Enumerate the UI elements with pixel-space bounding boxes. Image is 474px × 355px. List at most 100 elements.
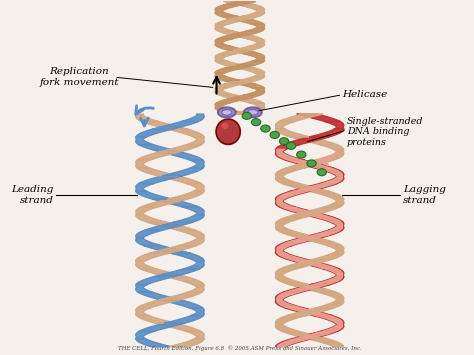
Polygon shape bbox=[235, 20, 264, 24]
Polygon shape bbox=[249, 103, 264, 106]
Polygon shape bbox=[310, 191, 344, 199]
Polygon shape bbox=[189, 308, 204, 316]
Polygon shape bbox=[215, 54, 236, 58]
Circle shape bbox=[317, 169, 327, 176]
Polygon shape bbox=[275, 153, 305, 160]
Polygon shape bbox=[138, 176, 182, 184]
Polygon shape bbox=[237, 84, 264, 88]
Polygon shape bbox=[277, 202, 297, 208]
Polygon shape bbox=[275, 121, 295, 129]
Polygon shape bbox=[215, 58, 228, 61]
Polygon shape bbox=[242, 12, 264, 16]
Polygon shape bbox=[228, 50, 260, 54]
Polygon shape bbox=[321, 323, 344, 331]
Polygon shape bbox=[277, 340, 304, 346]
Ellipse shape bbox=[221, 122, 228, 129]
Polygon shape bbox=[303, 281, 338, 287]
Circle shape bbox=[307, 160, 316, 167]
Polygon shape bbox=[142, 121, 188, 129]
Polygon shape bbox=[222, 65, 255, 69]
Polygon shape bbox=[157, 176, 201, 184]
Polygon shape bbox=[295, 162, 333, 169]
Polygon shape bbox=[144, 246, 191, 253]
Polygon shape bbox=[287, 308, 335, 316]
Polygon shape bbox=[277, 327, 304, 333]
Polygon shape bbox=[252, 88, 264, 92]
Circle shape bbox=[286, 142, 296, 149]
Polygon shape bbox=[244, 54, 264, 58]
Circle shape bbox=[297, 151, 306, 158]
Polygon shape bbox=[216, 84, 242, 88]
Text: Single-stranded
DNA binding
proteins: Single-stranded DNA binding proteins bbox=[347, 117, 423, 147]
Polygon shape bbox=[148, 222, 195, 230]
Polygon shape bbox=[287, 162, 324, 169]
Polygon shape bbox=[215, 76, 240, 80]
Text: Replication
fork movement: Replication fork movement bbox=[39, 67, 119, 87]
Polygon shape bbox=[308, 215, 340, 222]
Polygon shape bbox=[293, 261, 339, 269]
Polygon shape bbox=[327, 294, 342, 300]
Polygon shape bbox=[282, 137, 329, 145]
Polygon shape bbox=[218, 110, 249, 114]
Polygon shape bbox=[299, 238, 342, 246]
Polygon shape bbox=[234, 99, 263, 103]
Polygon shape bbox=[243, 92, 264, 95]
Polygon shape bbox=[152, 121, 199, 129]
Polygon shape bbox=[136, 114, 158, 121]
Polygon shape bbox=[311, 277, 344, 284]
Polygon shape bbox=[249, 43, 264, 47]
Polygon shape bbox=[277, 241, 305, 248]
Polygon shape bbox=[152, 199, 199, 207]
Polygon shape bbox=[277, 230, 319, 238]
Polygon shape bbox=[187, 284, 204, 292]
Polygon shape bbox=[285, 308, 332, 316]
Polygon shape bbox=[215, 88, 228, 92]
Polygon shape bbox=[328, 222, 344, 230]
Polygon shape bbox=[240, 76, 264, 80]
Polygon shape bbox=[277, 274, 292, 281]
Polygon shape bbox=[309, 313, 340, 320]
Polygon shape bbox=[215, 12, 237, 16]
Polygon shape bbox=[277, 300, 298, 307]
Polygon shape bbox=[290, 184, 337, 191]
Ellipse shape bbox=[248, 110, 258, 115]
Polygon shape bbox=[229, 31, 261, 35]
Polygon shape bbox=[250, 24, 264, 28]
Polygon shape bbox=[173, 215, 204, 222]
Polygon shape bbox=[220, 95, 252, 99]
Polygon shape bbox=[275, 199, 295, 207]
Polygon shape bbox=[215, 9, 227, 12]
Polygon shape bbox=[230, 110, 262, 114]
Polygon shape bbox=[297, 114, 340, 121]
Polygon shape bbox=[276, 253, 314, 261]
Polygon shape bbox=[275, 323, 298, 331]
Circle shape bbox=[279, 138, 289, 145]
Polygon shape bbox=[306, 253, 344, 261]
Polygon shape bbox=[139, 323, 184, 331]
Polygon shape bbox=[277, 294, 293, 300]
Polygon shape bbox=[332, 248, 342, 255]
Polygon shape bbox=[137, 153, 177, 160]
Polygon shape bbox=[280, 261, 326, 269]
Polygon shape bbox=[309, 129, 344, 137]
Polygon shape bbox=[136, 331, 155, 339]
Polygon shape bbox=[136, 238, 162, 246]
Polygon shape bbox=[291, 137, 337, 145]
Polygon shape bbox=[219, 31, 250, 35]
Polygon shape bbox=[215, 92, 237, 95]
Polygon shape bbox=[172, 253, 204, 261]
Circle shape bbox=[261, 125, 270, 132]
Polygon shape bbox=[215, 28, 234, 31]
Polygon shape bbox=[140, 269, 186, 277]
Polygon shape bbox=[322, 202, 342, 208]
Polygon shape bbox=[178, 238, 204, 246]
Polygon shape bbox=[154, 269, 200, 277]
Polygon shape bbox=[296, 261, 333, 268]
Polygon shape bbox=[136, 253, 168, 261]
Polygon shape bbox=[136, 230, 163, 238]
Polygon shape bbox=[216, 20, 245, 24]
Polygon shape bbox=[216, 61, 243, 65]
Polygon shape bbox=[275, 316, 306, 323]
Polygon shape bbox=[278, 238, 320, 246]
Polygon shape bbox=[136, 339, 171, 346]
